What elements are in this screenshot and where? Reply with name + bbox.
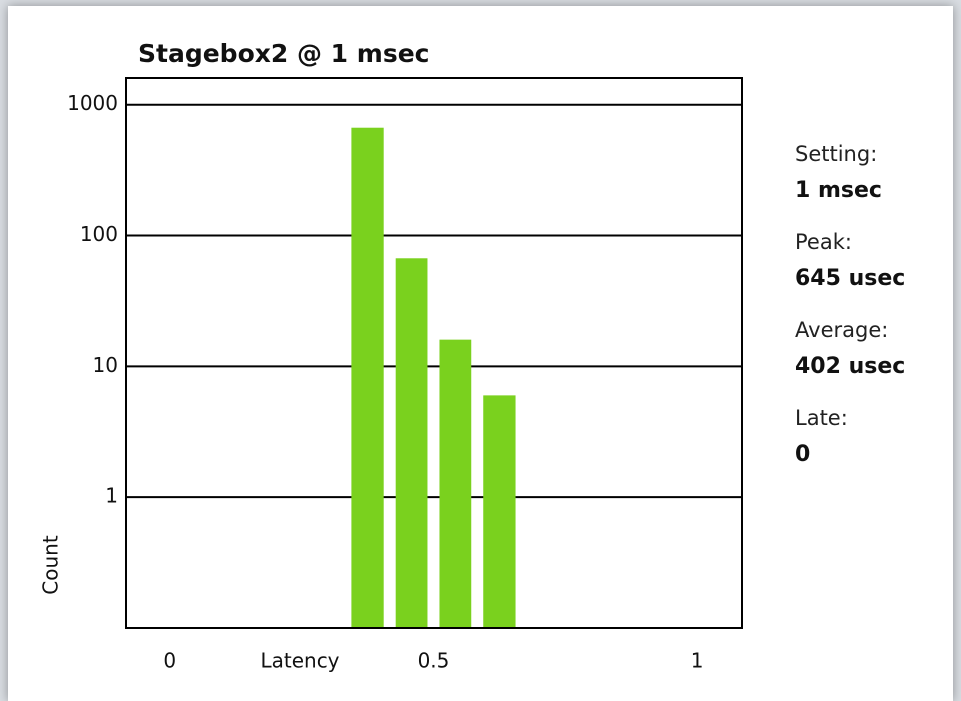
stat-label: Average: xyxy=(795,318,888,342)
y-axis-label: Count xyxy=(39,535,63,595)
stat-value: 0 xyxy=(795,442,810,467)
bar xyxy=(351,127,384,628)
x-tick-label: 1 xyxy=(691,649,704,673)
stat-value: 1 msec xyxy=(795,178,882,203)
stat-value: 402 usec xyxy=(795,354,905,379)
window xyxy=(8,6,953,701)
stat-label: Peak: xyxy=(795,230,852,254)
bar xyxy=(395,258,428,628)
y-tick-label: 1 xyxy=(105,484,118,508)
chart-title: Stagebox2 @ 1 msec xyxy=(138,39,429,68)
plot-frame xyxy=(125,77,743,629)
bar xyxy=(439,339,472,628)
stat-value: 645 usec xyxy=(795,266,905,291)
x-tick-label: 0.5 xyxy=(418,649,450,673)
bar xyxy=(483,395,516,628)
stat-label: Setting: xyxy=(795,142,877,166)
y-tick-label: 100 xyxy=(80,222,118,246)
x-tick-label: 0 xyxy=(163,649,176,673)
stat-label: Late: xyxy=(795,406,848,430)
x-axis-label: Latency xyxy=(260,649,339,673)
y-tick-label: 1000 xyxy=(67,91,118,115)
y-tick-label: 10 xyxy=(93,353,118,377)
